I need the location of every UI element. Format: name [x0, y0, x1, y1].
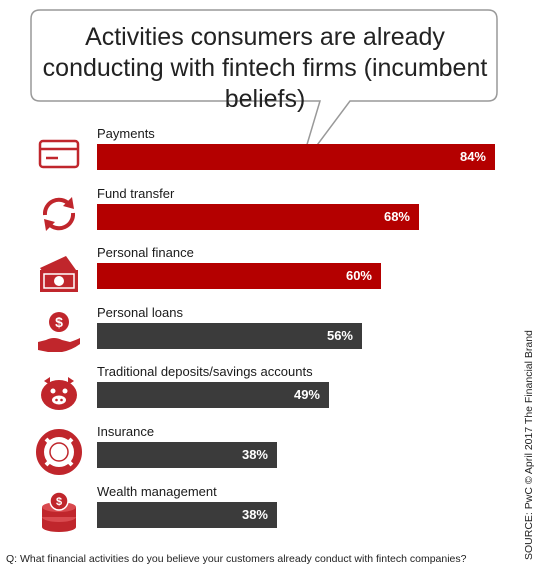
- category-label: Personal finance: [97, 245, 194, 261]
- bar-traditional-deposits-savings-accounts: 49%: [97, 382, 329, 409]
- bar-wealth-management: 38%: [97, 501, 277, 528]
- bar-value-label: 68%: [383, 208, 410, 224]
- piggy-bank-icon: [36, 369, 82, 415]
- bar-value-label: 56%: [326, 327, 353, 343]
- hand-coin-icon: $: [36, 310, 82, 356]
- source-credit: SOURCE: PwC © April 2017 The Financial B…: [523, 330, 535, 560]
- credit-card-icon: [36, 131, 82, 177]
- banknote-icon: [36, 250, 82, 296]
- chart-title: Activities consumers are already conduct…: [42, 23, 488, 113]
- survey-question: Q: What financial activities do you beli…: [6, 553, 467, 565]
- refresh-arrows-icon: [36, 191, 82, 237]
- category-label: Personal loans: [97, 304, 183, 320]
- bar-value-label: 49%: [293, 387, 320, 403]
- category-label: Fund transfer: [97, 185, 175, 201]
- bar-insurance: 38%: [97, 442, 277, 468]
- speech-bubble: [30, 9, 498, 169]
- bar-value-label: 60%: [345, 268, 372, 284]
- bar-value-label: 38%: [241, 506, 268, 522]
- bar-fund-transfer: 68%: [97, 203, 419, 230]
- bar-value-label: 84%: [459, 149, 486, 164]
- bar-personal-loans: 56%: [97, 322, 362, 349]
- svg-text:$: $: [56, 496, 62, 508]
- category-label: Traditional deposits/savings accounts: [97, 364, 313, 380]
- category-label: Wealth management: [97, 483, 217, 499]
- bar-value-label: 38%: [241, 447, 268, 462]
- lifebuoy-icon: [36, 429, 82, 475]
- category-label: Payments: [97, 126, 155, 141]
- svg-text:$: $: [55, 314, 63, 330]
- category-label: Insurance: [97, 424, 155, 439]
- coin-stack-icon: $: [36, 489, 82, 535]
- bar-personal-finance: 60%: [97, 263, 381, 290]
- bar-payments: 84%: [97, 144, 495, 170]
